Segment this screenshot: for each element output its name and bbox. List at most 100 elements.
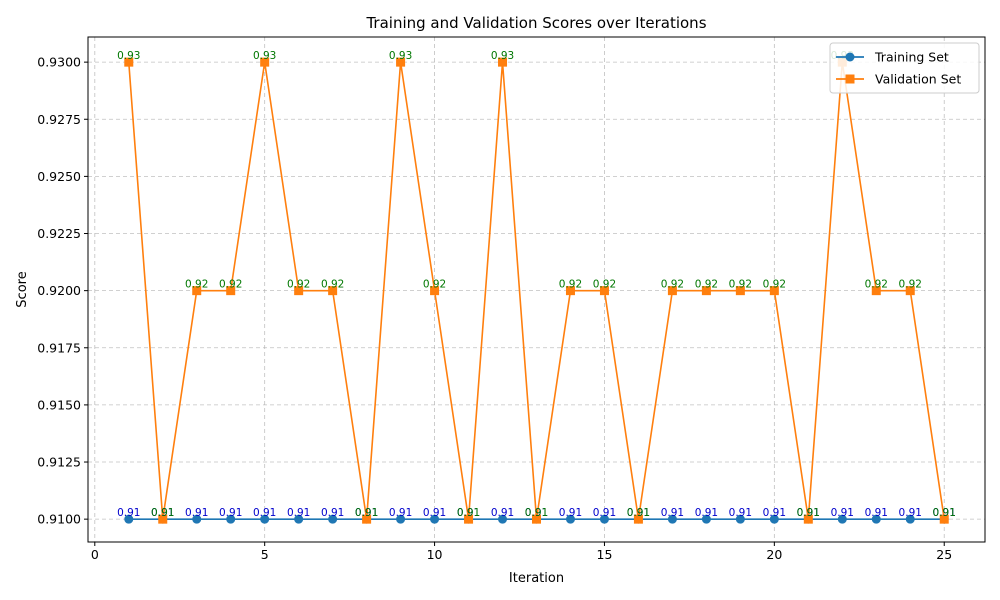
data-label-training-set: 0.91: [423, 507, 446, 519]
data-point-validation-set: [260, 57, 270, 67]
data-point-validation-set: [871, 286, 881, 296]
data-label-validation-set: 0.92: [899, 279, 922, 291]
data-point-training-set: [701, 514, 711, 524]
data-point-training-set: [396, 514, 406, 524]
data-point-validation-set: [565, 286, 575, 296]
data-label-validation-set: 0.92: [763, 279, 786, 291]
data-label-validation-set: 0.91: [525, 507, 548, 519]
data-point-training-set: [192, 514, 202, 524]
data-label-training-set: 0.91: [253, 507, 276, 519]
data-label-training-set: 0.91: [457, 507, 480, 519]
data-point-training-set: [735, 514, 745, 524]
data-point-training-set: [294, 514, 304, 524]
x-axis-label: Iteration: [509, 571, 564, 586]
data-point-validation-set: [294, 286, 304, 296]
data-label-training-set: 0.91: [729, 507, 752, 519]
data-point-training-set: [328, 514, 338, 524]
data-label-validation-set: 0.92: [695, 279, 718, 291]
data-point-training-set: [871, 514, 881, 524]
data-label-training-set: 0.91: [661, 507, 684, 519]
axis-ticks: 0 5 10 15 20 25 0.9100 0.9125 0.9150 0.9175 0.9200…: [37, 55, 952, 562]
x-tick-label: 25: [936, 547, 952, 562]
data-label-validation-set: 0.92: [219, 279, 242, 291]
x-tick-label: 10: [427, 547, 443, 562]
data-label-validation-set: 0.92: [287, 279, 310, 291]
data-label-validation-set: 0.91: [355, 507, 378, 519]
data-label-validation-set: 0.92: [185, 279, 208, 291]
data-point-validation-set: [498, 57, 508, 67]
data-point-training-set: [260, 514, 270, 524]
x-tick-label: 15: [597, 547, 613, 562]
data-label-training-set: 0.91: [117, 507, 140, 519]
data-label-validation-set: 0.91: [933, 507, 956, 519]
y-axis-label: Score: [15, 271, 30, 307]
data-label-validation-set: 0.92: [729, 279, 752, 291]
y-tick-label: 0.9150: [37, 397, 81, 412]
data-point-validation-set: [701, 286, 711, 296]
y-tick-label: 0.9225: [37, 226, 81, 241]
y-tick-label: 0.9275: [37, 112, 81, 127]
data-label-training-set: 0.91: [797, 507, 820, 519]
data-label-training-set: 0.91: [185, 507, 208, 519]
x-tick-label: 5: [261, 547, 269, 562]
data-label-training-set: 0.91: [559, 507, 582, 519]
data-label-training-set: 0.91: [593, 507, 616, 519]
y-tick-label: 0.9300: [37, 55, 81, 70]
data-point-validation-set: [464, 514, 474, 524]
data-label-training-set: 0.91: [933, 507, 956, 519]
data-point-validation-set: [226, 286, 236, 296]
data-label-training-set: 0.91: [695, 507, 718, 519]
data-point-validation-set: [735, 286, 745, 296]
data-label-validation-set: 0.93: [253, 50, 276, 62]
legend-marker-training: [845, 52, 855, 62]
data-label-training-set: 0.91: [525, 507, 548, 519]
data-label-training-set: 0.91: [219, 507, 242, 519]
data-point-validation-set: [532, 514, 541, 524]
data-label-validation-set: 0.91: [797, 507, 820, 519]
plot-area-frame: [87, 36, 986, 543]
data-label-training-set: 0.91: [287, 507, 310, 519]
data-point-training-set: [498, 514, 508, 524]
data-point-validation-set: [599, 286, 609, 296]
data-label-validation-set: 0.93: [117, 50, 140, 62]
data-point-training-set: [226, 514, 236, 524]
data-point-validation-set: [803, 514, 813, 524]
y-tick-label: 0.9200: [37, 283, 81, 298]
data-label-training-set: 0.91: [865, 507, 888, 519]
data-label-validation-set: 0.92: [321, 279, 344, 291]
data-label-training-set: 0.91: [491, 507, 514, 519]
data-label-training-set: 0.91: [763, 507, 786, 519]
data-point-training-set: [837, 514, 847, 524]
data-point-validation-set: [328, 286, 338, 296]
y-tick-label: 0.9100: [37, 512, 81, 527]
data-label-validation-set: 0.93: [389, 50, 412, 62]
x-tick-label: 0: [91, 547, 99, 562]
data-label-training-set: 0.91: [355, 507, 378, 519]
data-label-training-set: 0.91: [831, 507, 854, 519]
y-tick-label: 0.9175: [37, 340, 81, 355]
data-label-training-set: 0.91: [151, 507, 174, 519]
legend: Training Set Validation Set: [829, 42, 980, 94]
data-label-validation-set: 0.91: [457, 507, 480, 519]
data-label-validation-set: 0.92: [593, 279, 616, 291]
data-point-validation-set: [396, 57, 406, 67]
data-point-validation-set: [124, 57, 134, 67]
data-label-validation-set: 0.92: [865, 279, 888, 291]
data-point-validation-set: [769, 286, 779, 296]
data-point-training-set: [667, 514, 677, 524]
legend-label-validation: Validation Set: [875, 72, 961, 87]
data-label-training-set: 0.91: [899, 507, 922, 519]
data-point-validation-set: [158, 514, 168, 524]
legend-label-training: Training Set: [874, 50, 949, 65]
data-point-validation-set: [939, 514, 949, 524]
data-point-validation-set: [192, 286, 202, 296]
data-label-layer: 0.91 0.91 0.91 0.91 0.91 0.91 0.91 0.91 0.91 0.91…: [117, 50, 956, 519]
data-point-validation-set: [905, 286, 915, 296]
data-label-validation-set: 0.91: [151, 507, 174, 519]
data-point-training-set: [565, 514, 575, 524]
data-point-training-set: [599, 514, 609, 524]
y-tick-label: 0.9250: [37, 169, 81, 184]
legend-marker-validation: [845, 74, 855, 84]
